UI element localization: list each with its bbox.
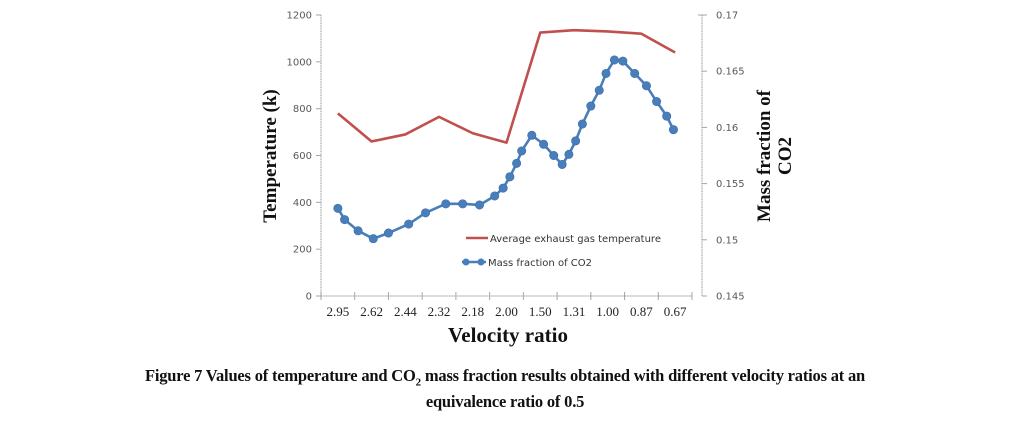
caption-line-1: Figure 7 Values of temperature and CO2 m… <box>144 366 866 389</box>
temperature-line <box>337 28 676 144</box>
co2-data-point <box>557 159 567 169</box>
x-tick-label: 0.67 <box>664 304 687 319</box>
x-tick-label: 1.00 <box>596 304 619 319</box>
y-tick-label: 0 <box>306 292 312 303</box>
co2-line <box>336 58 675 240</box>
co2-data-point <box>549 151 559 161</box>
co2-data-point <box>458 199 468 209</box>
x-tick-label: 2.32 <box>428 304 451 319</box>
x-tick-label: 0.87 <box>630 304 653 319</box>
y2-tick-label: 0.155 <box>716 179 745 190</box>
legend-co2-label: Mass fraction of CO2 <box>488 258 592 269</box>
y-tick-label: 1200 <box>287 11 312 22</box>
co2-data-point <box>340 215 350 225</box>
x-tick-label: 2.00 <box>495 304 518 319</box>
y-tick-label: 400 <box>293 198 312 209</box>
co2-data-point <box>594 85 604 95</box>
co2-data-point <box>368 234 378 244</box>
co2-data-point <box>421 208 431 218</box>
legend-temperature-label: Average exhaust gas temperature <box>490 234 661 245</box>
co2-data-point <box>571 136 581 146</box>
co2-data-point <box>577 119 587 129</box>
x-axis-title: Velocity ratio <box>448 323 568 347</box>
y-axis-title: Temperature (k) <box>260 89 281 223</box>
y2-tick-label: 0.165 <box>716 67 745 78</box>
legend-co2-marker <box>477 258 485 266</box>
co2-data-point <box>618 56 628 66</box>
co2-data-point <box>498 183 508 193</box>
y-tick-label: 600 <box>293 151 312 162</box>
x-tick-label: 2.95 <box>326 304 349 319</box>
x-tick-label: 1.50 <box>529 304 552 319</box>
co2-data-point <box>505 172 515 182</box>
y2-axis-title-line2: CO2 <box>775 137 796 175</box>
co2-data-point <box>404 219 414 229</box>
co2-data-point <box>490 191 500 201</box>
caption-line-2: equivalence ratio of 0.5 <box>425 392 585 412</box>
co2-data-point <box>564 149 574 159</box>
x-tick-label: 2.62 <box>360 304 383 319</box>
x-tick-label: 2.44 <box>394 304 417 319</box>
dual-axis-line-chart: 0 200 400 600 800 1000 1200 0.145 0.15 0.155 0.16 0… <box>260 11 796 348</box>
legend-co2-marker <box>462 258 470 266</box>
co2-data-point <box>512 158 522 168</box>
y2-tick-label: 0.15 <box>716 235 738 246</box>
co2-data-point <box>601 68 611 78</box>
figure-caption: Figure 7 Values of temperature and CO2 m… <box>0 366 1010 412</box>
co2-data-point <box>517 146 527 156</box>
co2-data-point <box>539 139 549 149</box>
x-tick-label: 1.31 <box>563 304 586 319</box>
co2-data-point <box>652 97 662 107</box>
co2-data-point <box>662 111 672 121</box>
co2-data-point <box>383 228 393 238</box>
co2-data-point <box>353 226 363 236</box>
co2-data-point <box>586 101 596 111</box>
legend: Average exhaust gas temperature Mass fra… <box>462 234 661 269</box>
co2-data-point <box>441 199 451 209</box>
y-tick-label: 1000 <box>287 57 312 68</box>
co2-data-point <box>641 81 651 91</box>
co2-data-point <box>475 200 485 210</box>
y-tick-label: 800 <box>293 104 312 115</box>
co2-data-point <box>668 125 678 135</box>
co2-data-point <box>609 55 619 65</box>
y2-tick-label: 0.17 <box>716 11 738 22</box>
y2-axis-title-line1: Mass fraction of <box>754 89 775 222</box>
y2-tick-label: 0.145 <box>716 292 745 303</box>
y2-tick-label: 0.16 <box>716 123 738 134</box>
co2-data-point <box>630 68 640 78</box>
x-tick-label: 2.18 <box>461 304 484 319</box>
co2-data-point <box>527 130 537 140</box>
co2-data-point <box>333 203 343 213</box>
y-tick-label: 200 <box>293 245 312 256</box>
